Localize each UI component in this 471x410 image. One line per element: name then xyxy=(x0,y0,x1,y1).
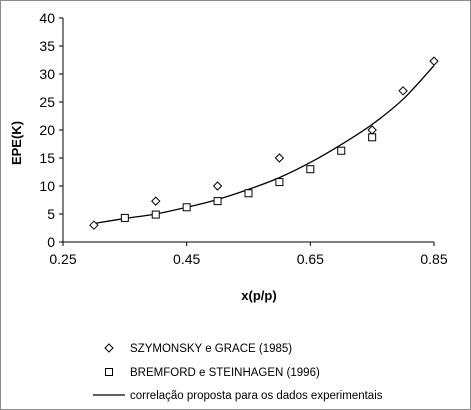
y-tick-label: 30 xyxy=(39,66,55,82)
bremford-point xyxy=(275,178,284,187)
y-tick-label: 20 xyxy=(39,122,55,138)
legend-entry-label: correlação proposta para os dados experi… xyxy=(130,390,383,402)
legend-entry-label: SZYMONSKY e GRACE (1985) xyxy=(130,343,292,355)
legend: SZYMONSKY e GRACE (1985) BREMFORD e STEIN… xyxy=(93,343,383,402)
y-tick-label: 0 xyxy=(47,234,55,250)
y-tick-label: 35 xyxy=(39,38,55,54)
bremford-point xyxy=(368,133,377,142)
szymonsky-point xyxy=(212,181,223,191)
legend-diamond-symbol xyxy=(104,343,114,353)
y-tick-label: 40 xyxy=(39,10,55,26)
bremford-point xyxy=(182,203,191,212)
legend-entry-label: BREMFORD e STEINHAGEN (1996) xyxy=(130,367,320,379)
y-tick-label: 25 xyxy=(39,94,55,110)
bremford-point xyxy=(151,210,160,219)
y-tick-label: 5 xyxy=(47,206,55,222)
plot-area xyxy=(89,56,439,230)
bremford-point xyxy=(120,213,129,222)
bremford-point xyxy=(213,197,222,206)
y-axis-title: EPE(K) xyxy=(9,121,24,165)
szymonsky-point xyxy=(429,56,439,66)
x-tick-label: 0.25 xyxy=(49,251,76,267)
x-tick-label: 0.85 xyxy=(420,251,447,267)
szymonsky-point xyxy=(89,220,99,230)
bremford-point xyxy=(306,165,315,174)
szymonsky-point xyxy=(151,196,161,206)
x-tick-label: 0.45 xyxy=(173,251,200,267)
y-tick-label: 15 xyxy=(39,150,55,166)
axes: 0 5 10 15 20 25 30 35 40 0.25 0.45 0.65 0.85 xyxy=(39,10,447,267)
szymonsky-point xyxy=(274,153,285,163)
bremford-point xyxy=(244,189,253,198)
y-tick-label: 10 xyxy=(39,178,55,194)
bremford-point xyxy=(337,146,346,155)
correlation-line xyxy=(93,65,435,225)
x-axis-title: x(p/p) xyxy=(241,288,276,303)
legend-square-symbol xyxy=(105,368,113,376)
szymonsky-point xyxy=(398,86,408,96)
x-tick-label: 0.65 xyxy=(297,251,324,267)
